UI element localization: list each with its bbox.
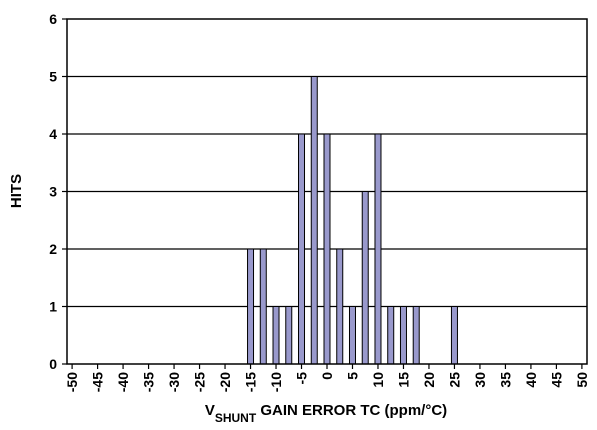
y-tick-label: 2	[49, 241, 57, 257]
y-tick-label: 0	[49, 356, 57, 372]
x-axis-title-suffix: GAIN ERROR TC (ppm/°C)	[256, 402, 447, 419]
x-tick-label: 20	[421, 372, 437, 388]
x-tick-label: -35	[141, 372, 157, 392]
bar	[323, 133, 331, 365]
y-axis-ticks: 0 1 2 3 4 5 6	[49, 11, 67, 372]
x-tick-label: 0	[319, 372, 335, 380]
x-tick-label: 40	[523, 372, 539, 388]
x-tick-label: 25	[446, 372, 462, 388]
bar	[399, 306, 407, 365]
bar	[285, 306, 293, 365]
bar	[336, 248, 344, 365]
bar	[247, 248, 255, 365]
bar	[450, 306, 458, 365]
x-tick-label: 15	[395, 372, 411, 388]
x-tick-label: -45	[90, 372, 106, 392]
bar	[374, 133, 382, 365]
x-tick-label: 5	[344, 372, 360, 380]
x-axis-title: VSHUNT GAIN ERROR TC (ppm/°C)	[205, 402, 447, 425]
y-tick-label: 3	[49, 184, 57, 200]
x-tick-label: 10	[370, 372, 386, 388]
bar	[412, 306, 420, 365]
x-tick-label: 50	[574, 372, 590, 388]
bar	[387, 306, 395, 365]
x-tick-label: -30	[166, 372, 182, 392]
y-tick-label: 6	[49, 11, 57, 27]
x-tick-label: 35	[497, 372, 513, 388]
bar	[298, 133, 306, 365]
bar	[310, 76, 318, 365]
x-axis-title-prefix: V	[205, 402, 215, 419]
x-tick-label: -25	[192, 372, 208, 392]
bar	[361, 191, 369, 365]
y-tick-label: 4	[49, 126, 57, 142]
bar	[259, 248, 267, 365]
y-axis-title: HITS	[8, 174, 25, 208]
x-axis-ticks: -50 -45 -40 -35 -30 -25 -20 -15 -10 -5 0 5 10 15 20 25 3…	[64, 364, 590, 392]
x-tick-label: -15	[243, 372, 259, 392]
x-tick-label: 30	[472, 372, 488, 388]
x-tick-label: -40	[115, 372, 131, 392]
x-tick-label: -5	[294, 372, 310, 385]
y-tick-label: 5	[49, 69, 57, 85]
x-tick-label: 45	[548, 372, 564, 388]
y-tick-label: 1	[49, 299, 57, 315]
x-tick-label: -10	[268, 372, 284, 392]
bar	[348, 306, 356, 365]
x-tick-label: -50	[64, 372, 80, 392]
x-tick-label: -20	[217, 372, 233, 392]
bar	[272, 306, 280, 365]
x-axis-title-subscript: SHUNT	[215, 411, 257, 425]
